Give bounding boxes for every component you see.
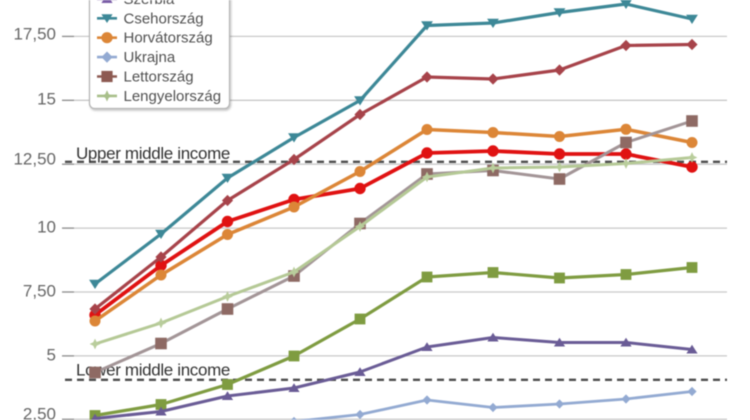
svg-text:Lengyelország: Lengyelország	[124, 88, 222, 105]
svg-text:7,50: 7,50	[23, 282, 56, 301]
svg-text:2,50: 2,50	[23, 405, 56, 420]
svg-text:Horvátország: Horvátország	[124, 30, 213, 47]
svg-text:Lettország: Lettország	[124, 69, 194, 86]
svg-text:15: 15	[37, 90, 56, 109]
svg-text:12,50: 12,50	[13, 150, 56, 169]
svg-text:17,50: 17,50	[13, 25, 56, 44]
svg-text:Szerbia: Szerbia	[124, 0, 176, 8]
svg-text:Csehország: Csehország	[124, 10, 204, 27]
svg-text:10: 10	[37, 218, 56, 237]
svg-text:Ukrajna: Ukrajna	[124, 49, 176, 66]
svg-text:Upper middle income: Upper middle income	[76, 144, 230, 163]
svg-text:5: 5	[47, 346, 56, 365]
